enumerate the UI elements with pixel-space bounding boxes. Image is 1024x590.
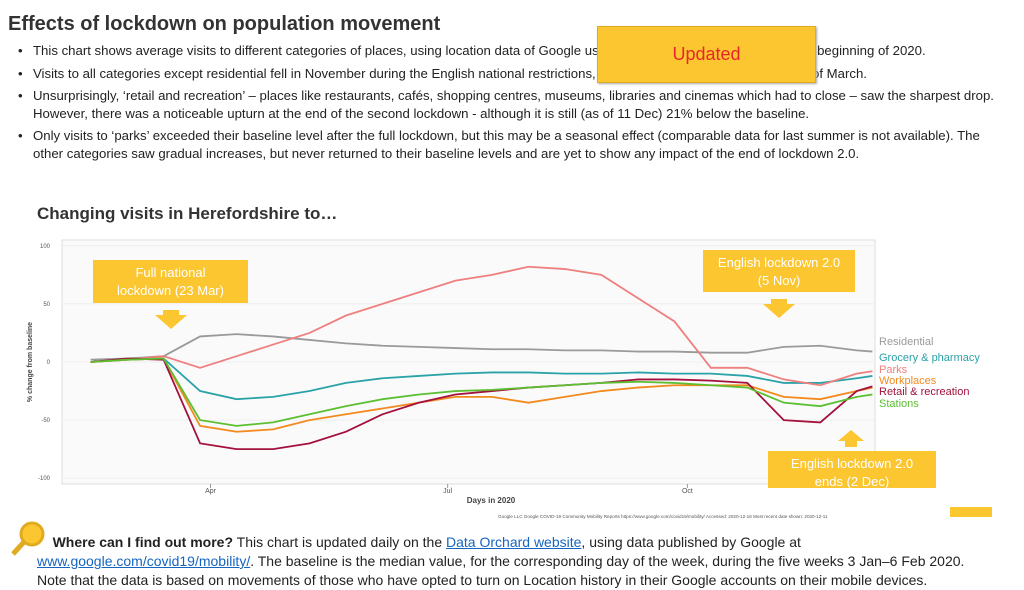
callout-text: Full national [135,265,205,280]
search-icon [11,521,45,556]
bullet: Visits to all categories except resident… [18,65,1003,83]
x-tick-label: Apr [205,488,217,495]
series-line [90,265,873,387]
footer-question: Where can I find out more? [52,534,234,550]
callout-text: lockdown (23 Mar) [117,283,224,298]
legend-entry: Grocery & pharmacy [879,352,980,364]
title: Effects of lockdown on population moveme… [8,13,441,35]
bullet: This chart shows average visits to diffe… [18,42,1003,60]
y-tick-label: 50 [43,302,50,308]
series-line [90,357,873,451]
footer-text: . The baseline is the median value, for … [250,553,965,569]
bullets: This chart shows average visits to diffe… [18,42,1003,167]
series-line [90,357,873,401]
legend-entry: Parks [879,364,908,376]
link[interactable]: Data Orchard website [446,534,582,550]
chart: -100 -50 0 50 100 Apr Jul Oct % change from base… [27,239,980,519]
footer-note: Note that the data is based on movements… [37,572,928,588]
callout-box [93,260,248,303]
legend-entry: Retail & recreation [879,386,970,398]
bullet: Unsurprisingly, ‘retail and recreation’ … [18,87,1003,122]
series-line [90,357,873,433]
legend-entry: Residential [879,336,933,348]
callout-arrow [155,310,187,329]
callout-box [768,451,936,488]
series-line [90,333,873,361]
subtitle: Changing visits in Herefordshire to… [37,204,338,223]
callout-box [703,250,855,292]
slide: -100 -50 0 50 100 Apr Jul Oct % change from base… [0,0,1024,576]
bullet: Only visits to ‘parks’ exceeded their ba… [18,127,1003,162]
y-tick-label: 0 [47,360,51,366]
source: Google LLC Google COVID-19 Community Mob… [498,514,828,519]
callout-arrow [838,430,864,447]
footer: Where can I find out more? This chart is… [37,533,1024,590]
x-axis-label: Days in 2020 [467,496,516,505]
y-tick-label: -50 [41,418,50,424]
decor-bar [950,507,992,517]
footer-text: , using data published by Google at [581,534,801,550]
updated-button[interactable]: Updated [597,26,816,83]
callout-text: (5 Nov) [758,273,801,288]
x-tick-label: Oct [682,488,693,495]
footer-text: This chart is updated daily on the [233,534,447,550]
y-tick-label: -100 [38,476,51,482]
callout-text: English lockdown 2.0 [718,255,840,270]
y-axis-label: % change from baseline [27,322,34,402]
callout-text: English lockdown 2.0 [791,456,913,471]
y-tick-label: 100 [40,244,51,250]
link[interactable]: www.google.com/covid19/mobility/ [37,553,251,569]
x-tick-label: Jul [443,488,452,495]
callout-arrow [763,299,795,318]
callout-text: ends (2 Dec) [815,474,889,489]
legend-entry: Stations [879,398,919,410]
series-line [90,357,873,427]
legend-entry: Workplaces [879,375,937,387]
